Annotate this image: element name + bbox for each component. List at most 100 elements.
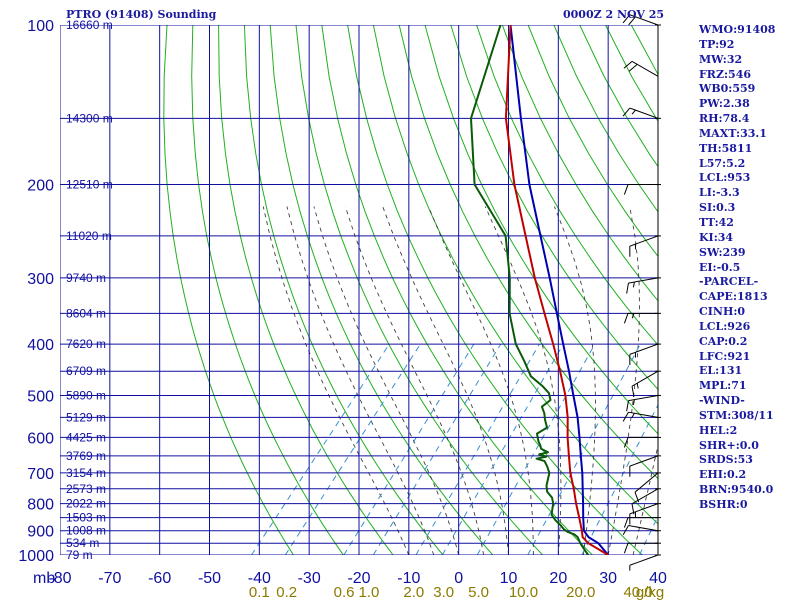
moist-adiabat-line: [313, 206, 460, 555]
height-label: 3154 m: [66, 466, 106, 480]
wind-barb: [634, 472, 659, 503]
height-label: 5129 m: [66, 410, 106, 424]
stat-item: CINH:0: [699, 305, 746, 319]
stat-item: MW:32: [699, 52, 743, 66]
pressure-tick-label: 1000: [18, 548, 54, 565]
stat-item: -WIND-: [699, 394, 745, 408]
stat-item: PW:2.38: [699, 97, 750, 111]
wind-barb-flag: [623, 517, 629, 528]
wind-barb-flag: [631, 503, 635, 515]
temp-tick-label: -50: [198, 570, 221, 587]
wind-barb-half-flag: [631, 412, 635, 419]
stat-item: MPL:71: [699, 379, 747, 393]
pressure-tick-label: 400: [27, 337, 54, 354]
temp-tick-label: 20: [549, 570, 567, 587]
wind-barb-flag: [623, 60, 633, 69]
mixing-ratio-label: 0.1: [249, 584, 270, 600]
temp-tick-label: -80: [48, 570, 71, 587]
temp-tick-label: 0: [454, 570, 463, 587]
wind-barb: [629, 554, 659, 571]
height-label: 534 m: [66, 536, 99, 550]
wind-barb-staff: [629, 343, 659, 355]
height-label: 1503 m: [66, 511, 106, 525]
stat-item: HEL:2: [699, 423, 738, 437]
wind-barb-flag: [626, 400, 629, 412]
wind-barb: [622, 14, 659, 26]
wind-barb-flag: [626, 282, 629, 294]
wind-barb-staff: [628, 411, 659, 418]
mixing-ratio-label: 2.0: [403, 584, 424, 600]
mixing-ratio-label: 20.0: [566, 584, 595, 600]
wind-barb-staff: [629, 235, 659, 247]
wind-barb: [626, 394, 659, 412]
wind-barb-staff: [631, 488, 659, 505]
wind-barb-flag: [622, 411, 629, 422]
mixing-ratio-line: [638, 515, 658, 555]
mixing-ratio-line: [251, 343, 390, 555]
wind-barb-flag: [622, 525, 629, 536]
mixing-ratio-line: [372, 343, 502, 555]
height-label: 1008 m: [66, 524, 106, 538]
stat-item: TT:42: [699, 215, 734, 229]
wind-barb-flag: [634, 492, 640, 503]
mixing-ratio-line: [527, 343, 641, 555]
stat-item: CAP:0.2: [699, 334, 748, 348]
wind-barb: [629, 235, 659, 257]
mixing-ratio-label: 10.0: [509, 584, 538, 600]
height-label: 16660 m: [66, 18, 113, 32]
wind-barb: [626, 277, 659, 294]
station-title: PTRO (91408) Sounding: [66, 8, 217, 21]
wind-barb-flag: [631, 386, 635, 397]
wind-barb-staff: [631, 60, 659, 77]
stat-item: SHR+:0.0: [699, 438, 759, 452]
pressure-tick-label: 500: [27, 388, 54, 405]
wind-barb-half-flag: [636, 383, 639, 389]
pressure-tick-label: 900: [27, 524, 54, 541]
temp-tick-label: -60: [148, 570, 171, 587]
mixing-ratio-label: 5.0: [468, 584, 489, 600]
wind-barb-half-flag: [632, 399, 635, 405]
stat-item: KI:34: [699, 230, 734, 244]
moist-adiabat-line: [344, 206, 485, 555]
grid: [60, 25, 658, 555]
wind-barb-flag: [622, 14, 631, 24]
stat-item: SI:0.3: [699, 201, 736, 215]
wind-barb: [631, 488, 659, 515]
stat-item: LI:-3.3: [699, 186, 740, 200]
pressure-tick-label: 600: [27, 430, 54, 447]
stat-item: FRZ:546: [699, 67, 752, 81]
stat-item: SRDS:53: [699, 453, 753, 467]
mixing-ratio-label: 1.0: [359, 584, 380, 600]
stat-item: RH:78.4: [699, 112, 750, 126]
stat-item: CAPE:1813: [699, 290, 768, 304]
height-label: 14300 m: [66, 111, 113, 125]
mixing-ratio-line: [284, 343, 421, 555]
stat-item: BRN:9540.0: [699, 483, 774, 497]
height-label: 2022 m: [66, 497, 106, 511]
wind-barb-flag: [623, 313, 629, 324]
wind-barb-staff: [629, 107, 659, 119]
moist-adiabat-line: [484, 206, 562, 555]
stat-item: TP:92: [699, 37, 735, 51]
wind-barb: [623, 60, 659, 77]
pressure-tick-label: 200: [27, 178, 54, 195]
wind-barb: [622, 525, 659, 536]
wind-barb-flag: [623, 437, 629, 448]
temp-tick-label: -20: [347, 570, 370, 587]
height-label: 11020 m: [66, 229, 112, 243]
temperature-trace: [504, 25, 609, 555]
profiles: [470, 25, 609, 555]
wind-barb-half-flag: [631, 313, 635, 319]
wind-barb-flag: [622, 107, 631, 117]
stat-item: STM:308/11: [699, 408, 774, 422]
mixing-ratio-line: [581, 403, 658, 555]
stat-item: LCL:926: [699, 319, 751, 333]
stat-item: LFC:921: [699, 349, 751, 363]
height-label: 3769 m: [66, 449, 106, 463]
height-label: 79 m: [66, 548, 93, 562]
stat-item: EL:131: [699, 364, 743, 378]
pressure-tick-label: 800: [27, 497, 54, 514]
temp-tick-label: 10: [500, 570, 518, 587]
